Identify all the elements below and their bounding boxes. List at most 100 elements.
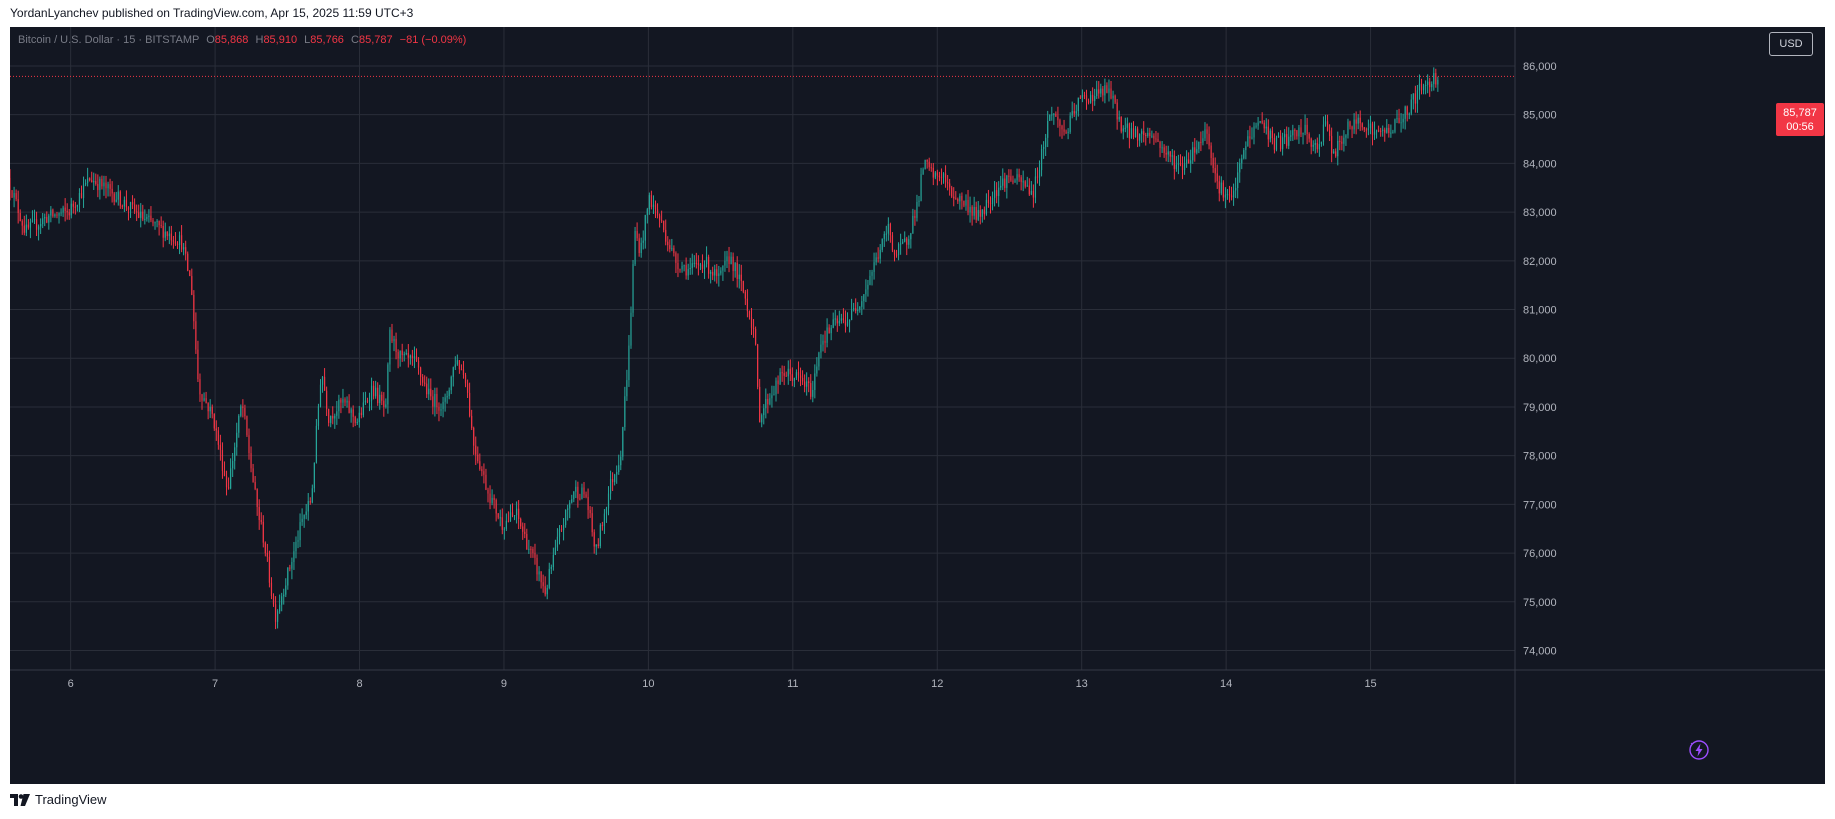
x-tick-label: 6: [68, 678, 74, 690]
candle-body: [1112, 95, 1114, 99]
high-value: 85,910: [263, 34, 298, 46]
candle-body: [1396, 118, 1398, 120]
x-tick-label: 8: [356, 678, 362, 690]
candle-body: [840, 318, 842, 321]
y-tick-label: 85,000: [1523, 110, 1557, 122]
candle-body: [393, 338, 395, 342]
y-tick-label: 76,000: [1523, 548, 1557, 560]
candle-body: [424, 382, 426, 384]
candle-body: [1347, 121, 1349, 136]
candle-body: [1320, 141, 1323, 145]
candle-body: [462, 369, 465, 375]
candle-body: [1104, 85, 1106, 96]
candle-body: [252, 468, 254, 483]
candle-body: [115, 199, 117, 202]
y-tick-label: 74,000: [1523, 646, 1557, 658]
candle-body: [1043, 146, 1045, 149]
candlestick-chart[interactable]: 74,000 75,000 76,000 77,000 78,000 79,000 80,0…: [10, 27, 1825, 784]
lightning-icon[interactable]: [1688, 739, 1710, 761]
candle-body: [1132, 128, 1135, 138]
candle-body: [1288, 136, 1290, 146]
candle-body: [1435, 73, 1437, 85]
candle-body: [66, 210, 68, 213]
candle-body: [313, 462, 315, 489]
candle-body: [944, 173, 947, 183]
author-name[interactable]: YordanLyanchev: [10, 6, 99, 20]
candle-body: [897, 244, 900, 255]
x-tick-label: 14: [1220, 678, 1232, 690]
candle-body: [1422, 85, 1425, 91]
candle-body: [446, 396, 448, 398]
candle-body: [614, 474, 616, 483]
candle-body: [415, 356, 418, 361]
candle-body: [1328, 130, 1331, 137]
candle-body: [863, 294, 865, 302]
candle-body: [977, 209, 979, 220]
candle-body: [1012, 180, 1014, 183]
candle-body: [1151, 135, 1153, 137]
candle-body: [1302, 132, 1304, 135]
candle-body: [1183, 163, 1186, 170]
candle-body: [542, 582, 544, 587]
candle-body: [1247, 136, 1249, 147]
candle-body: [452, 367, 454, 377]
candle-body: [961, 195, 963, 201]
candle-body: [199, 379, 201, 395]
candle-body: [1324, 121, 1327, 125]
candle-body: [1108, 88, 1110, 93]
candle-body: [806, 381, 808, 387]
candle-body: [403, 354, 405, 356]
candle-body: [1063, 129, 1065, 132]
candle-body: [101, 178, 103, 187]
candle-body: [1361, 123, 1363, 128]
candle-body: [957, 198, 959, 202]
candle-body: [397, 352, 399, 359]
candle-body: [687, 269, 689, 276]
candle-body: [846, 321, 849, 326]
candle-body: [19, 212, 21, 222]
candle-body: [283, 594, 285, 597]
candle-body: [1400, 122, 1402, 124]
candle-body: [744, 291, 746, 299]
candle-body: [779, 372, 781, 385]
tradingview-logo-icon[interactable]: [10, 793, 30, 806]
candle-body: [315, 425, 318, 463]
candle-body: [1259, 121, 1261, 123]
candle-body: [658, 215, 661, 221]
candle-body: [481, 469, 483, 472]
candle-body: [23, 225, 25, 233]
candle-body: [605, 508, 608, 514]
candle-body: [1004, 178, 1006, 188]
candle-body: [1367, 128, 1369, 131]
candle-body: [993, 190, 996, 198]
candle-body: [1398, 118, 1400, 124]
candle-body: [883, 233, 885, 239]
candle-body: [1096, 89, 1098, 97]
candle-body: [1249, 136, 1251, 139]
candle-body: [1175, 164, 1177, 169]
candle-body: [56, 214, 58, 216]
candle-body: [1128, 123, 1131, 139]
candle-body: [323, 376, 326, 391]
symbol-title[interactable]: Bitcoin / U.S. Dollar · 15 · BITSTAMP: [18, 34, 200, 46]
candle-body: [381, 394, 383, 401]
currency-button[interactable]: USD: [1769, 32, 1813, 56]
candle-body: [562, 525, 565, 530]
candle-body: [616, 472, 618, 475]
candle-body: [35, 219, 38, 230]
candle-body: [938, 175, 941, 178]
candle-body: [1165, 152, 1167, 155]
chart-panel[interactable]: 74,000 75,000 76,000 77,000 78,000 79,000 80,0…: [10, 27, 1825, 784]
candle-body: [891, 235, 894, 251]
candle-body: [953, 196, 955, 199]
candle-body: [971, 206, 973, 216]
footer-brand[interactable]: TradingView: [35, 792, 107, 807]
candle-body: [1363, 127, 1365, 130]
candle-body: [497, 513, 499, 518]
candle-body: [31, 220, 34, 223]
candle-body: [1000, 185, 1002, 188]
candle-body: [319, 384, 322, 407]
candle-body: [11, 190, 13, 198]
candle-body: [326, 390, 328, 410]
candle-body: [1145, 134, 1147, 136]
